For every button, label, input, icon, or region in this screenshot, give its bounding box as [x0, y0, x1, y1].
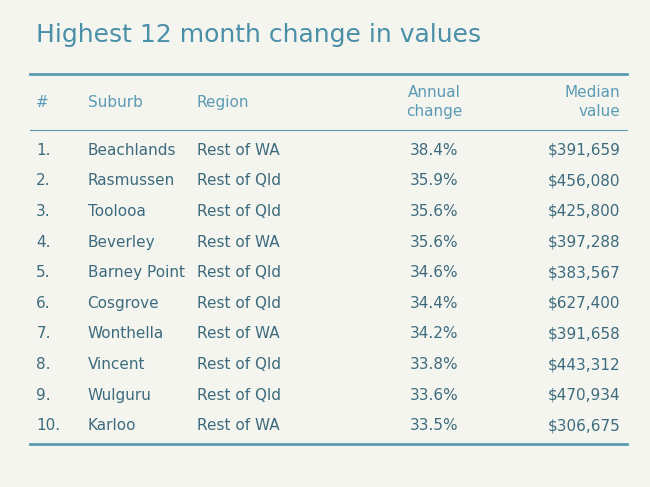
Text: 10.: 10.: [36, 418, 60, 433]
Text: Beverley: Beverley: [88, 235, 155, 249]
Text: Karloo: Karloo: [88, 418, 136, 433]
Text: $425,800: $425,800: [548, 204, 620, 219]
Text: Cosgrove: Cosgrove: [88, 296, 159, 311]
Text: 35.9%: 35.9%: [410, 173, 458, 188]
Text: 1.: 1.: [36, 143, 51, 158]
Text: Toolooa: Toolooa: [88, 204, 146, 219]
Text: Rest of Qld: Rest of Qld: [197, 296, 281, 311]
Text: $627,400: $627,400: [548, 296, 620, 311]
Text: 8.: 8.: [36, 357, 51, 372]
Text: #: #: [36, 95, 49, 110]
Text: $391,658: $391,658: [547, 326, 620, 341]
Text: 35.6%: 35.6%: [410, 204, 458, 219]
Text: Beachlands: Beachlands: [88, 143, 176, 158]
Text: 35.6%: 35.6%: [410, 235, 458, 249]
Text: $397,288: $397,288: [547, 235, 620, 249]
Text: $306,675: $306,675: [547, 418, 620, 433]
Text: Annual
change: Annual change: [406, 86, 462, 119]
Text: Rest of Qld: Rest of Qld: [197, 357, 281, 372]
Text: Median
value: Median value: [565, 86, 620, 119]
Text: Rest of Qld: Rest of Qld: [197, 173, 281, 188]
Text: Barney Point: Barney Point: [88, 265, 185, 280]
Text: 5.: 5.: [36, 265, 51, 280]
Text: Rest of WA: Rest of WA: [197, 235, 280, 249]
Text: Wulguru: Wulguru: [88, 388, 151, 403]
Text: 33.8%: 33.8%: [410, 357, 458, 372]
Text: $456,080: $456,080: [548, 173, 620, 188]
Text: 3.: 3.: [36, 204, 51, 219]
Text: Rest of Qld: Rest of Qld: [197, 388, 281, 403]
Text: 38.4%: 38.4%: [410, 143, 458, 158]
Text: Rest of Qld: Rest of Qld: [197, 204, 281, 219]
Text: Highest 12 month change in values: Highest 12 month change in values: [36, 23, 482, 47]
Text: Rest of WA: Rest of WA: [197, 326, 280, 341]
Text: 7.: 7.: [36, 326, 51, 341]
Text: 33.6%: 33.6%: [410, 388, 458, 403]
Text: 9.: 9.: [36, 388, 51, 403]
Text: 4.: 4.: [36, 235, 51, 249]
Text: Rest of WA: Rest of WA: [197, 418, 280, 433]
Text: 6.: 6.: [36, 296, 51, 311]
Text: Vincent: Vincent: [88, 357, 145, 372]
Text: Rest of Qld: Rest of Qld: [197, 265, 281, 280]
Text: 34.4%: 34.4%: [410, 296, 458, 311]
Text: 34.2%: 34.2%: [410, 326, 458, 341]
Text: Wonthella: Wonthella: [88, 326, 164, 341]
Text: $391,659: $391,659: [547, 143, 620, 158]
Text: $470,934: $470,934: [547, 388, 620, 403]
Text: 2.: 2.: [36, 173, 51, 188]
Text: Suburb: Suburb: [88, 95, 142, 110]
Text: Region: Region: [197, 95, 249, 110]
Text: Rest of WA: Rest of WA: [197, 143, 280, 158]
Text: 34.6%: 34.6%: [410, 265, 458, 280]
Text: 33.5%: 33.5%: [410, 418, 458, 433]
Text: Rasmussen: Rasmussen: [88, 173, 175, 188]
Text: $443,312: $443,312: [547, 357, 620, 372]
Text: $383,567: $383,567: [547, 265, 620, 280]
